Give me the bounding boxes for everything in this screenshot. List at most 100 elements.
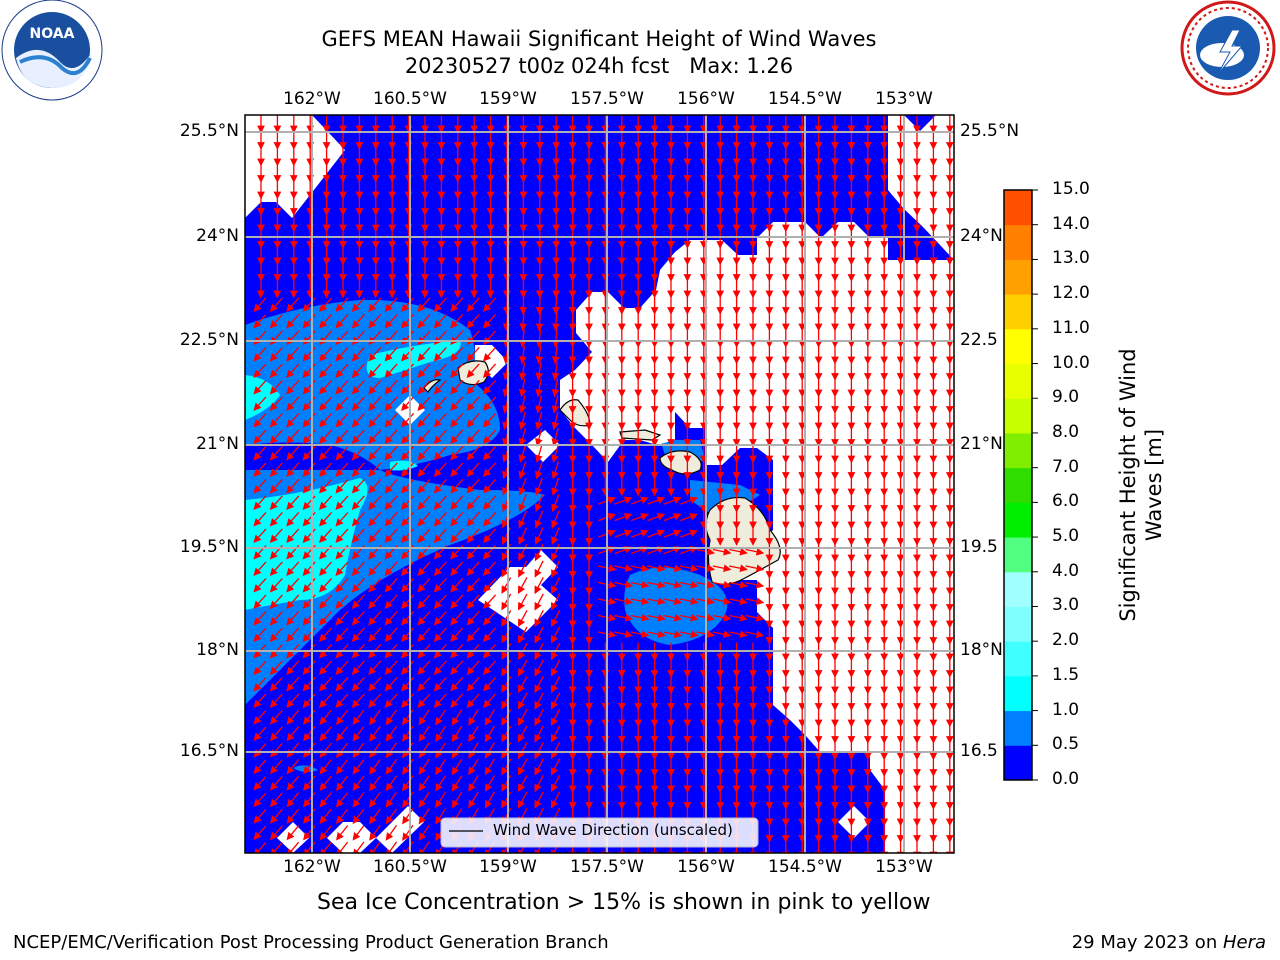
wind-wave-arrow bbox=[401, 346, 415, 362]
wind-wave-arrow bbox=[517, 775, 528, 793]
wind-wave-arrow bbox=[286, 511, 300, 527]
wind-wave-arrow bbox=[319, 693, 333, 709]
lat-tick-right: 24°N bbox=[960, 226, 1003, 246]
wind-wave-arrow bbox=[534, 708, 544, 727]
wind-wave-arrow bbox=[401, 495, 415, 511]
wind-wave-arrow bbox=[647, 580, 666, 589]
wind-wave-arrow bbox=[534, 527, 544, 545]
wind-wave-arrow bbox=[630, 496, 649, 505]
colorbar-label-line1: Significant Height of Wind bbox=[1116, 348, 1140, 622]
wind-wave-arrow bbox=[369, 792, 381, 808]
wind-wave-arrow bbox=[351, 610, 365, 626]
wind-wave-arrow bbox=[663, 597, 683, 606]
colorbar-tick-label: 5.0 bbox=[1052, 526, 1080, 547]
wind-wave-arrow bbox=[696, 564, 716, 573]
wind-wave-arrow bbox=[302, 396, 316, 412]
wind-wave-arrow bbox=[385, 792, 398, 808]
wind-wave-arrow bbox=[468, 775, 479, 792]
wind-wave-arrow bbox=[534, 626, 544, 644]
wind-wave-arrow bbox=[319, 660, 333, 676]
wind-wave-arrow bbox=[401, 363, 415, 379]
wind-wave-arrow bbox=[368, 660, 382, 676]
wind-wave-arrow bbox=[551, 411, 560, 431]
wind-wave-arrow bbox=[351, 346, 365, 362]
wind-wave-arrow bbox=[384, 577, 398, 593]
colorbar-segment bbox=[1004, 328, 1032, 365]
wind-wave-arrow bbox=[269, 528, 283, 544]
wind-wave-arrow bbox=[302, 412, 316, 428]
wind-wave-arrow bbox=[534, 477, 543, 496]
wind-wave-arrow bbox=[466, 462, 480, 478]
wind-wave-arrow bbox=[450, 676, 464, 692]
wind-wave-arrow bbox=[351, 297, 365, 313]
wind-wave-arrow bbox=[552, 295, 560, 315]
wind-wave-arrow bbox=[302, 297, 316, 313]
wind-wave-arrow bbox=[286, 726, 300, 742]
wind-wave-arrow bbox=[483, 511, 497, 527]
wind-wave-arrow bbox=[351, 462, 365, 478]
wind-wave-arrow bbox=[597, 613, 617, 622]
wind-wave-arrow bbox=[647, 597, 666, 606]
wind-wave-arrow bbox=[518, 411, 527, 431]
wind-wave-arrow bbox=[269, 363, 283, 379]
wind-wave-arrow bbox=[303, 709, 316, 725]
wind-wave-arrow bbox=[269, 775, 283, 791]
wind-wave-arrow bbox=[535, 428, 543, 447]
wind-wave-arrow bbox=[384, 396, 398, 412]
wind-wave-arrow bbox=[433, 660, 447, 676]
wind-wave-arrow bbox=[319, 379, 333, 395]
wind-wave-arrow bbox=[597, 597, 617, 606]
wind-wave-arrow bbox=[466, 627, 480, 643]
wind-wave-arrow bbox=[417, 495, 431, 511]
wind-wave-arrow bbox=[401, 445, 415, 461]
wind-wave-arrow bbox=[368, 610, 382, 626]
wind-wave-arrow bbox=[369, 742, 381, 759]
wind-wave-arrow bbox=[319, 627, 333, 643]
wind-wave-arrow bbox=[253, 445, 267, 461]
wind-wave-arrow bbox=[663, 546, 682, 555]
island-niihau bbox=[423, 379, 442, 393]
wind-wave-arrow bbox=[286, 660, 300, 676]
wind-wave-arrow bbox=[302, 429, 316, 445]
wind-wave-arrow bbox=[712, 630, 732, 639]
wind-wave-arrow bbox=[417, 462, 431, 478]
wind-wave-arrow bbox=[417, 627, 431, 643]
no-data-patch-e bbox=[327, 822, 376, 853]
wind-wave-arrow bbox=[517, 593, 528, 611]
wind-wave-arrow bbox=[518, 444, 527, 463]
wind-wave-arrow bbox=[484, 758, 495, 776]
wind-wave-arrow bbox=[433, 478, 447, 494]
wind-wave-arrow bbox=[384, 676, 398, 692]
wind-wave-arrow bbox=[369, 726, 381, 742]
wind-wave-arrow bbox=[335, 627, 349, 643]
wind-wave-arrow bbox=[663, 496, 682, 505]
colorbar-segment bbox=[1004, 606, 1032, 642]
wind-wave-arrow bbox=[680, 546, 699, 555]
wind-wave-arrow bbox=[433, 627, 447, 643]
wind-wave-arrow bbox=[551, 395, 560, 414]
wind-wave-arrow bbox=[630, 513, 649, 522]
wind-wave-arrow bbox=[319, 429, 333, 445]
wind-wave-arrow bbox=[598, 529, 617, 538]
wind-wave-arrow bbox=[450, 693, 464, 709]
wind-wave-arrow bbox=[253, 808, 267, 824]
wind-wave-arrow bbox=[384, 379, 398, 395]
wind-wave-arrow bbox=[253, 693, 267, 709]
wind-wave-arrow bbox=[663, 630, 683, 639]
lat-tick-right: 16.5 bbox=[960, 741, 998, 761]
wind-wave-arrow bbox=[551, 709, 561, 727]
wind-wave-arrow bbox=[614, 564, 634, 573]
lon-tick-bottom: 159°W bbox=[479, 857, 537, 877]
wind-wave-arrow bbox=[614, 580, 634, 589]
nws-logo bbox=[1180, 0, 1276, 96]
lat-tick-right: 19.5 bbox=[960, 537, 998, 557]
wind-wave-arrow bbox=[352, 775, 365, 792]
wind-wave-arrow bbox=[433, 511, 447, 527]
wind-wave-arrow bbox=[368, 511, 382, 527]
wind-wave-arrow bbox=[534, 510, 544, 529]
wind-wave-arrow bbox=[519, 345, 527, 365]
wind-wave-arrow bbox=[483, 478, 497, 494]
wind-wave-arrow bbox=[335, 445, 349, 461]
colorbar-tick-label: 12.0 bbox=[1052, 283, 1090, 304]
wind-wave-arrow bbox=[451, 775, 463, 792]
